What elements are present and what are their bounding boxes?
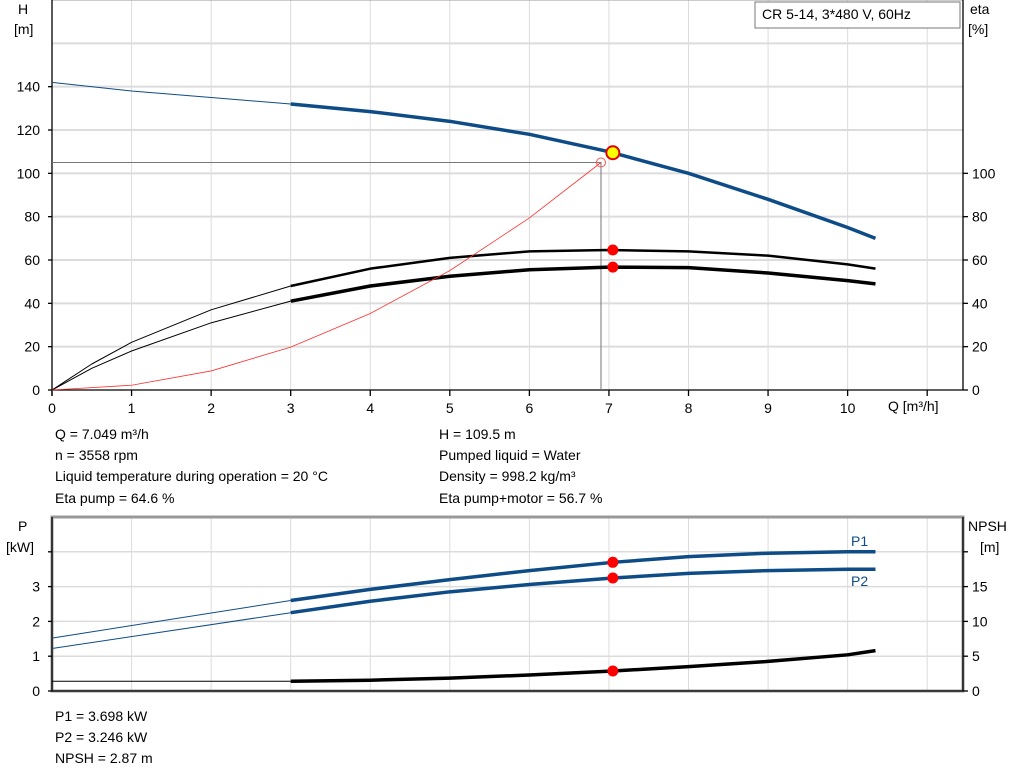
info-density: Density = 998.2 kg/m³ xyxy=(439,468,576,484)
y-tick-label: 140 xyxy=(17,79,41,95)
y-tick-label: 0 xyxy=(32,683,40,699)
p2-curve-label: P2 xyxy=(851,573,868,589)
info-npsh: NPSH = 2.87 m xyxy=(55,750,153,766)
h-axis-unit: [m] xyxy=(14,21,33,37)
y-tick-label: 3 xyxy=(32,579,40,595)
requested-point-marker xyxy=(595,157,606,168)
y2-tick-label: 80 xyxy=(972,209,988,225)
x-tick-label: 3 xyxy=(287,400,295,416)
system-curve-curve xyxy=(51,162,602,391)
x-tick-label: 10 xyxy=(840,400,856,416)
y2-tick-label: 40 xyxy=(972,295,988,311)
p2-curve-extrapolated xyxy=(51,612,291,650)
x-tick-label: 6 xyxy=(525,400,533,416)
title-box xyxy=(754,1,961,29)
eta-total-duty-marker xyxy=(607,261,619,273)
y-tick-label: 120 xyxy=(17,122,41,138)
p-axis-label: P xyxy=(18,518,27,534)
x-tick-label: 0 xyxy=(48,400,56,416)
y2-tick-label: 10 xyxy=(972,613,988,629)
x-tick-label: 5 xyxy=(446,400,454,416)
eta-pump-motor-curve-extrapolated xyxy=(51,300,291,391)
info-speed: n = 3558 rpm xyxy=(55,447,138,463)
y2-tick-label: 20 xyxy=(972,339,988,355)
y-tick-label: 40 xyxy=(24,295,40,311)
npsh-duty-marker xyxy=(607,665,619,677)
x-tick-label: 9 xyxy=(764,400,772,416)
info-eta-pump: Eta pump = 64.6 % xyxy=(55,490,174,506)
x-tick-label: 7 xyxy=(605,400,613,416)
y2-tick-label: 100 xyxy=(972,165,996,181)
y-tick-label: 1 xyxy=(32,648,40,664)
y-tick-label: 2 xyxy=(32,613,40,629)
x-tick-label: 2 xyxy=(207,400,215,416)
info-q: Q = 7.049 m³/h xyxy=(55,426,149,442)
p1-curve-extrapolated xyxy=(51,600,291,639)
h-curve xyxy=(290,102,877,240)
p2-duty-marker xyxy=(607,572,619,584)
plot-frame xyxy=(50,515,965,693)
p2-curve xyxy=(290,567,876,615)
y-tick-label: 60 xyxy=(24,252,40,268)
x-tick-label: 4 xyxy=(366,400,374,416)
info-h: H = 109.5 m xyxy=(439,426,516,442)
eta-pump-curve-extrapolated xyxy=(51,285,291,391)
y2-tick-label: 15 xyxy=(972,579,988,595)
info-eta-total: Eta pump+motor = 56.7 % xyxy=(439,490,602,506)
npsh-axis-unit: [m] xyxy=(980,539,999,555)
x-tick-label: 1 xyxy=(128,400,136,416)
p-axis-unit: [kW] xyxy=(6,539,34,555)
info-liquid: Pumped liquid = Water xyxy=(439,447,581,463)
y-tick-label: 0 xyxy=(32,382,40,398)
eta-pump-duty-marker xyxy=(607,244,619,256)
p1-duty-marker xyxy=(607,556,619,568)
bottom-chart-grid: 0 1 2 3 0 5 10 15 xyxy=(32,515,988,699)
info-p2: P2 = 3.246 kW xyxy=(55,729,148,745)
y2-tick-label: 60 xyxy=(972,252,988,268)
duty-point-marker xyxy=(605,145,621,161)
h-curve-extrapolated xyxy=(51,81,291,105)
y2-tick-label: 0 xyxy=(972,683,980,699)
y2-tick-label: 0 xyxy=(972,382,980,398)
q-axis-label: Q [m³/h] xyxy=(888,398,939,414)
top-chart-grid: 0 20 40 60 80 100 120 140 0 20 40 60 80 100 0 1 2 3 4 5 6 7 8 9… xyxy=(17,0,996,416)
h-axis-label: H xyxy=(18,1,28,17)
p1-curve-label: P1 xyxy=(851,533,868,549)
p1-curve xyxy=(290,550,876,603)
x-tick-label: 8 xyxy=(685,400,693,416)
y2-tick-label: 5 xyxy=(972,648,980,664)
npsh-curve xyxy=(290,648,876,684)
y-tick-label: 20 xyxy=(24,339,40,355)
eta-axis-label: eta xyxy=(970,1,990,17)
npsh-axis-label: NPSH xyxy=(968,518,1007,534)
plot-frame xyxy=(51,0,964,391)
info-temperature: Liquid temperature during operation = 20… xyxy=(55,468,328,484)
info-p1: P1 = 3.698 kW xyxy=(55,708,148,724)
y-tick-label: 100 xyxy=(17,165,41,181)
curves xyxy=(51,81,877,684)
requested-point-guide xyxy=(52,162,602,390)
y-tick-label: 80 xyxy=(24,209,40,225)
eta-pump-motor-curve xyxy=(290,265,876,303)
eta-axis-unit: [%] xyxy=(968,21,988,37)
pump-title: CR 5-14, 3*480 V, 60Hz xyxy=(762,6,911,22)
